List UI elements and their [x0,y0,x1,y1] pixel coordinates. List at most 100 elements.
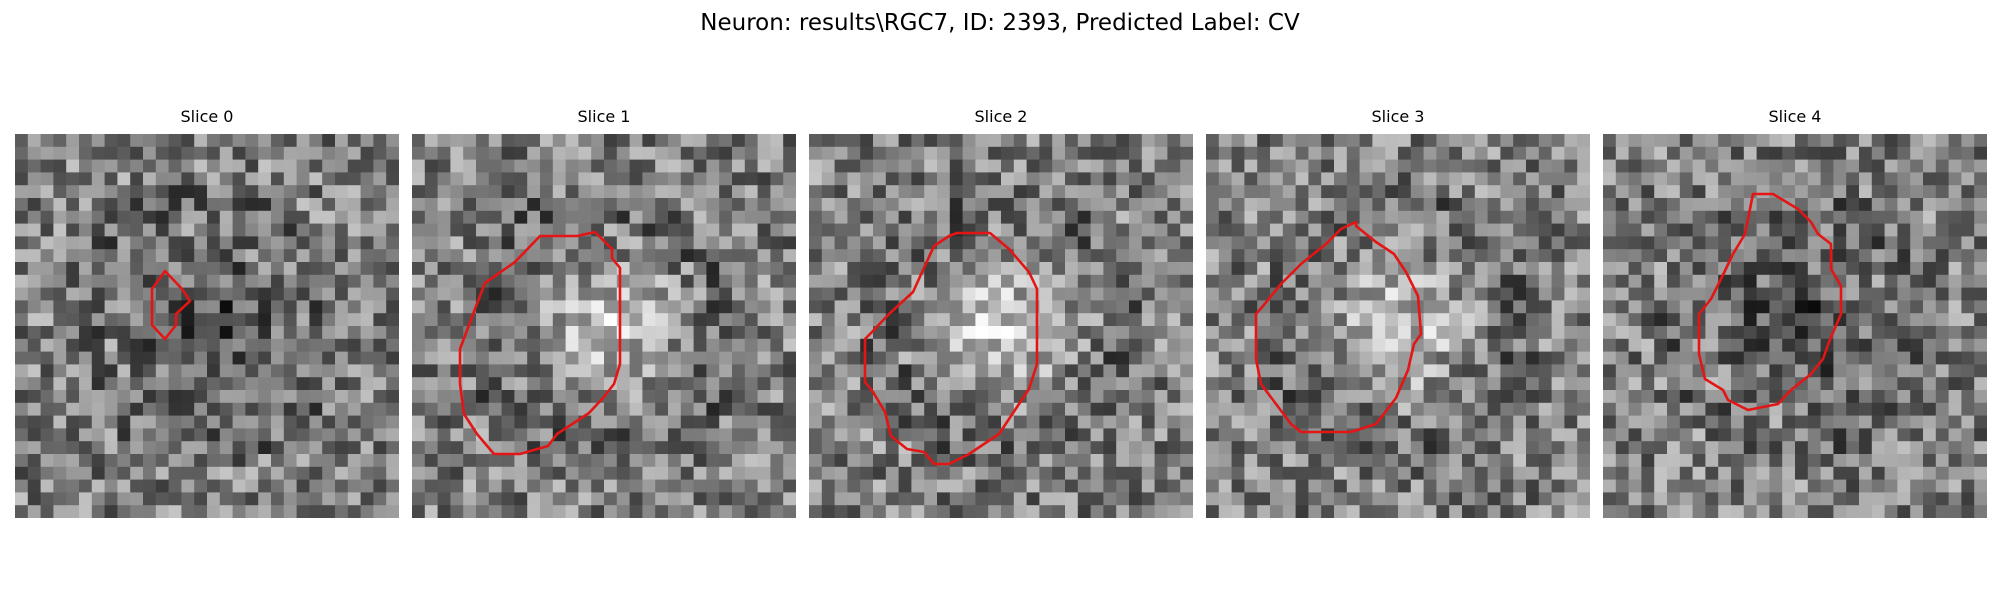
pixel [1372,146,1386,161]
pixel [860,326,874,340]
pixel [1500,185,1514,199]
pixel [360,338,374,353]
pixel [719,428,733,442]
pixel [1308,351,1322,365]
pixel [642,505,656,518]
pixel [1218,377,1233,391]
pixel [1487,492,1501,506]
pixel [207,198,221,212]
pixel [1718,377,1732,391]
pixel [565,390,579,404]
pixel [1577,236,1590,250]
pixel [335,351,349,365]
pixel [1026,505,1040,518]
pixel [1782,390,1796,404]
pixel [949,134,964,148]
pixel [1321,134,1335,148]
pixel [1551,172,1565,186]
pixel [194,390,208,404]
pixel [347,415,362,429]
pixel [53,313,67,327]
pixel [309,479,323,493]
pixel [40,146,54,161]
pixel [1679,159,1694,173]
pixel [1270,479,1284,493]
pixel [1423,441,1437,455]
pixel [975,146,989,161]
pixel [296,172,310,186]
pixel [1154,454,1168,468]
pixel [1910,134,1924,148]
pixel [1141,479,1156,493]
pixel [1039,364,1053,378]
pixel [232,134,246,148]
pixel [911,505,925,518]
pixel [1231,441,1245,455]
pixel [501,441,515,455]
pixel [1334,300,1348,314]
pixel [809,479,823,493]
pixel [130,428,144,442]
pixel [66,198,80,212]
pixel [488,313,503,327]
pixel [1346,287,1361,301]
pixel [642,351,656,365]
pixel [66,441,80,455]
pixel [424,326,439,340]
pixel [732,402,746,417]
pixel [719,351,733,365]
pixel [1026,441,1040,455]
pixel [1001,377,1015,391]
pixel [1923,249,1937,263]
pixel [834,428,848,442]
pixel [565,351,579,365]
pixel [1538,479,1553,493]
pixel [1782,185,1796,199]
pixel [488,479,503,493]
pixel [757,428,771,442]
pixel [1039,505,1053,518]
pixel [834,300,848,314]
pixel [1500,441,1514,455]
pixel [1705,313,1719,327]
pixel [1782,262,1796,276]
pixel [565,454,579,468]
pixel [540,415,554,429]
pixel [1167,313,1181,327]
pixel [1334,364,1348,378]
pixel [898,146,912,161]
pixel [1001,390,1015,404]
pixel [1743,313,1758,327]
pixel [155,454,170,468]
pixel [1141,262,1156,276]
pixel [1180,466,1193,481]
pixel [616,390,631,404]
pixel [770,492,784,506]
pixel [911,454,925,468]
pixel [578,287,592,301]
pixel [975,313,989,327]
pixel [1270,313,1284,327]
pixel [1526,262,1540,276]
pixel [1295,364,1309,378]
pixel [1244,262,1258,276]
pixel [834,492,848,506]
pixel [1513,428,1527,442]
pixel [309,505,323,518]
pixel [1538,505,1553,518]
pixel [1436,134,1450,148]
pixel [143,210,157,225]
pixel [1154,223,1168,237]
pixel [1154,146,1168,161]
pixel [1743,338,1758,353]
pixel [1065,492,1079,506]
pixel [1884,377,1898,391]
pixel [194,338,208,353]
pixel [1052,300,1066,314]
pixel [732,377,746,391]
pixel [155,185,170,199]
pixel [578,441,592,455]
pixel [1615,210,1630,225]
pixel [1948,185,1962,199]
pixel [194,377,208,391]
